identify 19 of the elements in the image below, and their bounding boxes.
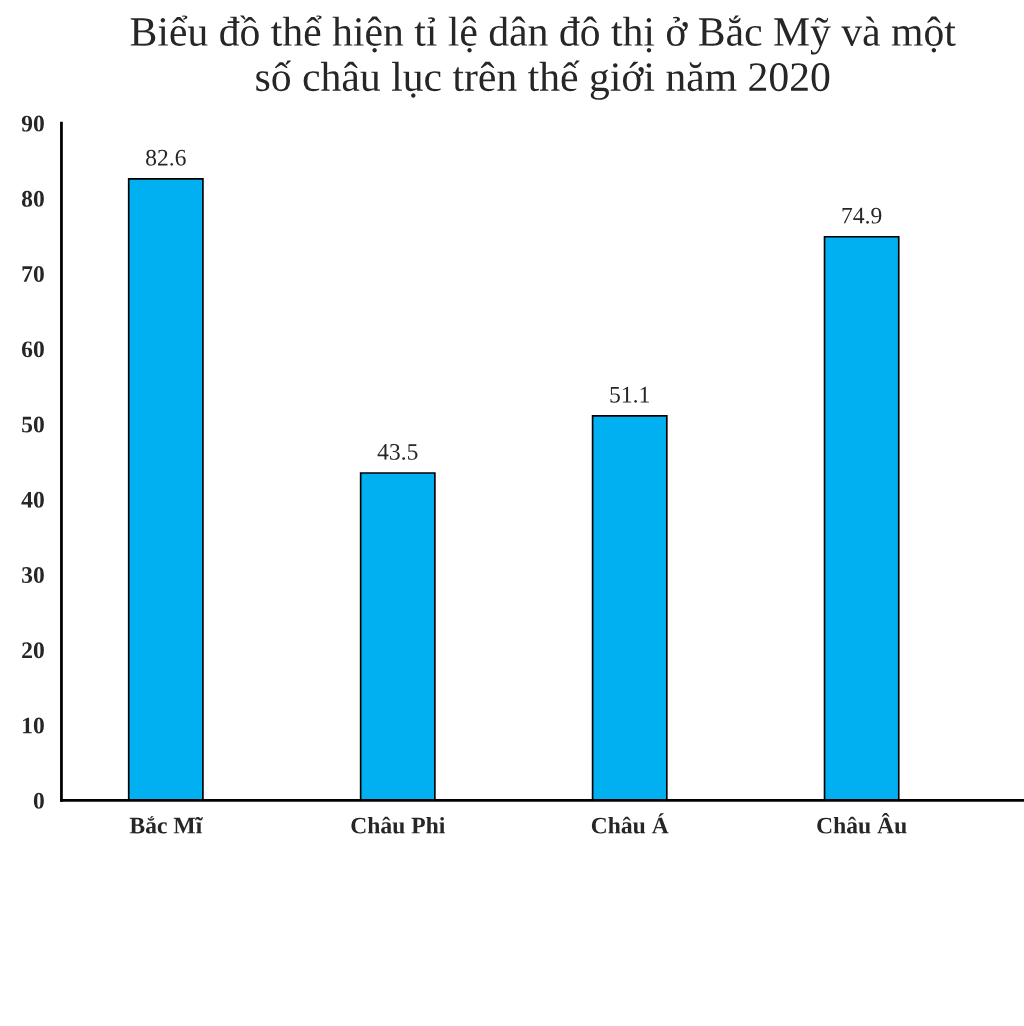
data-label: 82.6 bbox=[146, 149, 186, 166]
y-tick-label: 40 bbox=[21, 491, 44, 508]
y-tick-label: 50 bbox=[22, 416, 44, 433]
data-label: 74.9 bbox=[842, 207, 882, 224]
y-tick-label: 90 bbox=[21, 115, 44, 132]
data-label: 43.5 bbox=[377, 443, 418, 460]
y-tick-label: 60 bbox=[21, 341, 44, 358]
y-tick-label: 10 bbox=[23, 717, 44, 734]
chart-title: Biểu đồ thể hiện tỉ lệ dân đô thị ở Bắc Mỹ và một số châu lục trên thế giới năm 2020 bbox=[130, 15, 956, 100]
y-tick-label: 20 bbox=[22, 642, 44, 659]
x-tick-label: Châu Phi bbox=[351, 816, 445, 834]
y-tick-label: 0 bbox=[33, 792, 44, 809]
y-tick-label: 30 bbox=[22, 567, 44, 583]
x-tick-label: Châu Á bbox=[591, 813, 669, 834]
y-tick-label: 80 bbox=[21, 190, 44, 207]
x-tick-label: Châu Âu bbox=[817, 812, 907, 834]
data-label: 51.1 bbox=[610, 386, 649, 403]
y-tick-label: 70 bbox=[22, 266, 44, 283]
x-tick-label: Bắc Mĩ bbox=[129, 816, 203, 834]
